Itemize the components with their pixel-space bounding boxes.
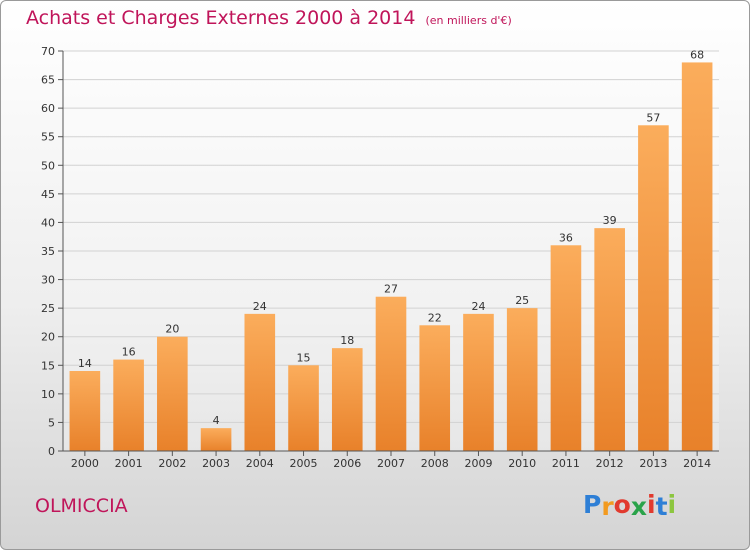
y-tick-label: 60 [41,102,55,115]
y-tick-label: 10 [41,388,55,401]
bar-2005 [288,365,319,451]
x-tick-label-2013: 2013 [639,457,667,470]
bar-2012 [594,228,625,451]
y-tick-label: 65 [41,74,55,87]
bar-2014 [681,62,713,452]
logo-letter: i [667,490,677,519]
x-tick-label-2007: 2007 [377,457,405,470]
y-tick-label: 35 [41,245,55,258]
data-label-2012: 39 [603,214,617,227]
y-tick-label: 50 [41,159,55,172]
bar-2010 [506,308,538,451]
data-label-2006: 18 [340,334,354,347]
chart-title-block: Achats et Charges Externes 2000 à 2014 (e… [26,7,512,29]
y-tick-label: 30 [41,274,55,287]
data-label-2008: 22 [428,311,442,324]
data-label-2003: 4 [213,414,220,427]
data-label-2005: 15 [297,351,311,364]
bar-2004 [244,313,276,451]
axis-layer: 0 5 10 15 20 25 30 35 40 45 50 55 60 65 70 2000 2001 2002… [41,45,719,470]
bar-2007 [375,296,407,451]
x-tick-label-2011: 2011 [552,457,580,470]
place-name: OLMICCIA [35,495,128,517]
y-tick-label: 5 [48,416,55,429]
logo-letter: o [613,490,631,519]
data-label-2013: 57 [646,111,660,124]
y-tick-label: 15 [41,359,55,372]
bar-2002 [157,336,188,451]
y-tick-label: 55 [41,131,55,144]
bar-2009 [463,313,494,451]
x-tick-label-2000: 2000 [71,457,99,470]
logo-letter: x [630,492,647,521]
x-tick-label-2010: 2010 [508,457,536,470]
x-tick-label-2014: 2014 [683,457,711,470]
chart-title: Achats et Charges Externes 2000 à 2014 [26,7,416,29]
y-tick-label: 20 [41,331,55,344]
x-tick-label-2003: 2003 [202,457,230,470]
logo-letter: P [583,490,602,519]
chart-subtitle: (en milliers d'€) [425,14,512,27]
bar-2001 [113,359,144,451]
data-label-2009: 24 [471,300,485,313]
y-tick-label: 45 [41,188,55,201]
data-label-2002: 20 [165,323,179,336]
x-tick-label-2009: 2009 [464,457,492,470]
bar-2008 [419,325,451,451]
y-tick-label: 70 [41,45,55,58]
data-label-2011: 36 [559,231,573,244]
x-tick-label-2001: 2001 [115,457,143,470]
logo-letter: r [601,492,614,521]
y-tick-label: 0 [48,445,55,458]
x-tick-label-2004: 2004 [246,457,274,470]
bar-layer: 14 16 20 4 24 15 18 27 22 24 25 36 39 57 68 [69,48,713,452]
data-label-2014: 68 [690,48,704,61]
y-tick-label: 40 [41,216,55,229]
data-label-2007: 27 [384,283,398,296]
data-label-2001: 16 [122,346,136,359]
data-label-2004: 24 [253,300,267,313]
data-label-2010: 25 [515,294,529,307]
proxiti-logo[interactable]: Proxiti [583,490,677,521]
bar-2006 [331,348,363,451]
x-tick-label-2002: 2002 [158,457,186,470]
bar-2011 [550,245,582,451]
data-label-2000: 14 [78,357,92,370]
x-tick-label-2005: 2005 [290,457,318,470]
logo-letter: t [655,492,668,521]
logo-letter: i [647,490,656,519]
bar-2000 [69,371,101,451]
y-tick-label: 25 [41,302,55,315]
bar-2003 [200,428,232,451]
x-tick-label-2008: 2008 [421,457,449,470]
x-tick-label-2006: 2006 [333,457,361,470]
x-tick-label-2012: 2012 [596,457,624,470]
bar-2013 [638,125,669,452]
